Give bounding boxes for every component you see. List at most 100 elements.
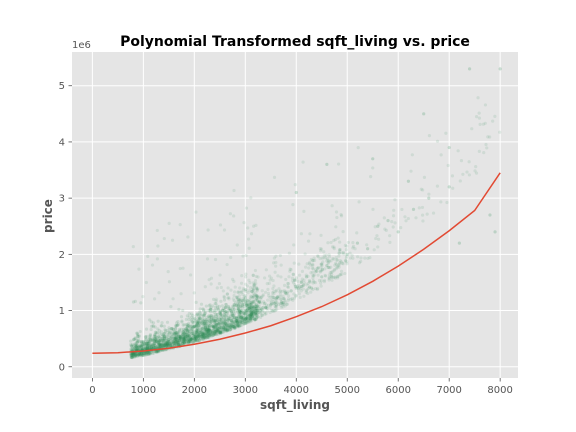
scatter-point — [189, 340, 193, 345]
scatter-point — [250, 289, 254, 293]
scatter-point — [192, 334, 196, 338]
scatter-point — [162, 336, 166, 340]
scatter-point — [247, 308, 251, 312]
scatter-point — [160, 337, 165, 341]
scatter-point — [229, 310, 233, 314]
scatter-point — [285, 302, 289, 307]
scatter-point — [206, 328, 210, 332]
scatter-point — [182, 323, 186, 327]
scatter-point — [153, 325, 157, 329]
scatter-point — [427, 196, 431, 200]
scatter-point — [287, 251, 291, 255]
scatter-point — [193, 334, 198, 339]
scatter-point — [181, 327, 185, 331]
scatter-point — [300, 284, 305, 288]
scatter-point — [224, 327, 228, 331]
scatter-point — [376, 245, 380, 249]
scatter-point — [174, 335, 178, 339]
scatter-point — [186, 341, 190, 345]
scatter-point — [498, 67, 502, 71]
scatter-point — [421, 219, 425, 223]
scatter-point — [190, 320, 195, 324]
scatter-point — [157, 342, 162, 346]
scatter-point — [236, 315, 240, 319]
scatter-point — [146, 350, 150, 354]
scatter-point — [252, 300, 256, 304]
scatter-point — [210, 319, 214, 324]
scatter-point — [288, 269, 292, 273]
scatter-point — [278, 253, 282, 258]
scatter-point — [292, 243, 296, 247]
scatter-point — [167, 341, 171, 345]
scatter-point — [200, 334, 204, 339]
scatter-point — [236, 290, 240, 294]
scatter-point — [247, 306, 252, 310]
scatter-point — [268, 310, 272, 315]
scatter-point — [316, 254, 320, 258]
scatter-point — [239, 310, 243, 314]
scatter-point — [131, 351, 135, 355]
scatter-point — [232, 304, 236, 308]
scatter-point — [149, 343, 153, 347]
scatter-point — [248, 314, 253, 318]
scatter-point — [435, 184, 440, 188]
scatter-point — [146, 347, 150, 351]
scatter-point — [229, 309, 233, 313]
scatter-point — [234, 318, 238, 322]
scatter-point — [190, 337, 195, 341]
scatter-point — [209, 330, 214, 334]
scatter-point — [244, 318, 248, 322]
scatter-point — [201, 313, 205, 317]
scatter-point — [291, 272, 295, 276]
scatter-point — [363, 256, 367, 260]
scatter-point — [195, 332, 199, 336]
scatter-point — [174, 340, 178, 344]
grid-layer — [72, 52, 518, 378]
scatter-point — [144, 352, 148, 356]
scatter-point — [189, 336, 193, 340]
scatter-point — [173, 332, 177, 336]
scatter-point — [163, 329, 167, 333]
scatter-point — [183, 331, 188, 335]
scatter-point — [214, 317, 219, 321]
scatter-point — [199, 329, 203, 333]
scatter-point — [182, 338, 186, 342]
scatter-point — [133, 346, 138, 350]
scatter-point — [246, 317, 250, 321]
scatter-point — [206, 333, 210, 337]
scatter-point — [218, 325, 222, 330]
scatter-point — [240, 274, 244, 278]
scatter-point — [241, 318, 245, 322]
scatter-point — [176, 342, 180, 346]
scatter-point — [152, 336, 156, 341]
scatter-point — [318, 269, 322, 273]
scatter-layer — [131, 67, 502, 356]
scatter-point — [131, 354, 135, 358]
scatter-point — [425, 212, 429, 216]
scatter-point — [244, 317, 248, 321]
scatter-point — [320, 268, 324, 272]
scatter-point — [286, 297, 291, 301]
scatter-point — [236, 305, 240, 309]
scatter-point — [244, 253, 248, 258]
scatter-point — [327, 253, 331, 257]
scatter-point — [221, 307, 225, 311]
scatter-point — [165, 345, 169, 349]
scatter-point — [212, 324, 216, 329]
scatter-point — [288, 267, 292, 271]
scatter-point — [136, 345, 141, 349]
scatter-point — [254, 309, 258, 313]
scatter-point — [234, 320, 239, 324]
scatter-point — [156, 349, 160, 353]
scatter-point — [250, 311, 254, 315]
scatter-point — [206, 325, 210, 329]
scatter-point — [237, 308, 241, 312]
scatter-point — [244, 316, 249, 320]
scatter-point — [249, 232, 254, 236]
scatter-point — [183, 337, 187, 341]
scatter-point — [301, 160, 305, 164]
scatter-point — [244, 317, 248, 321]
scatter-point — [226, 327, 230, 331]
scatter-point — [212, 325, 216, 329]
scatter-point — [208, 329, 212, 333]
